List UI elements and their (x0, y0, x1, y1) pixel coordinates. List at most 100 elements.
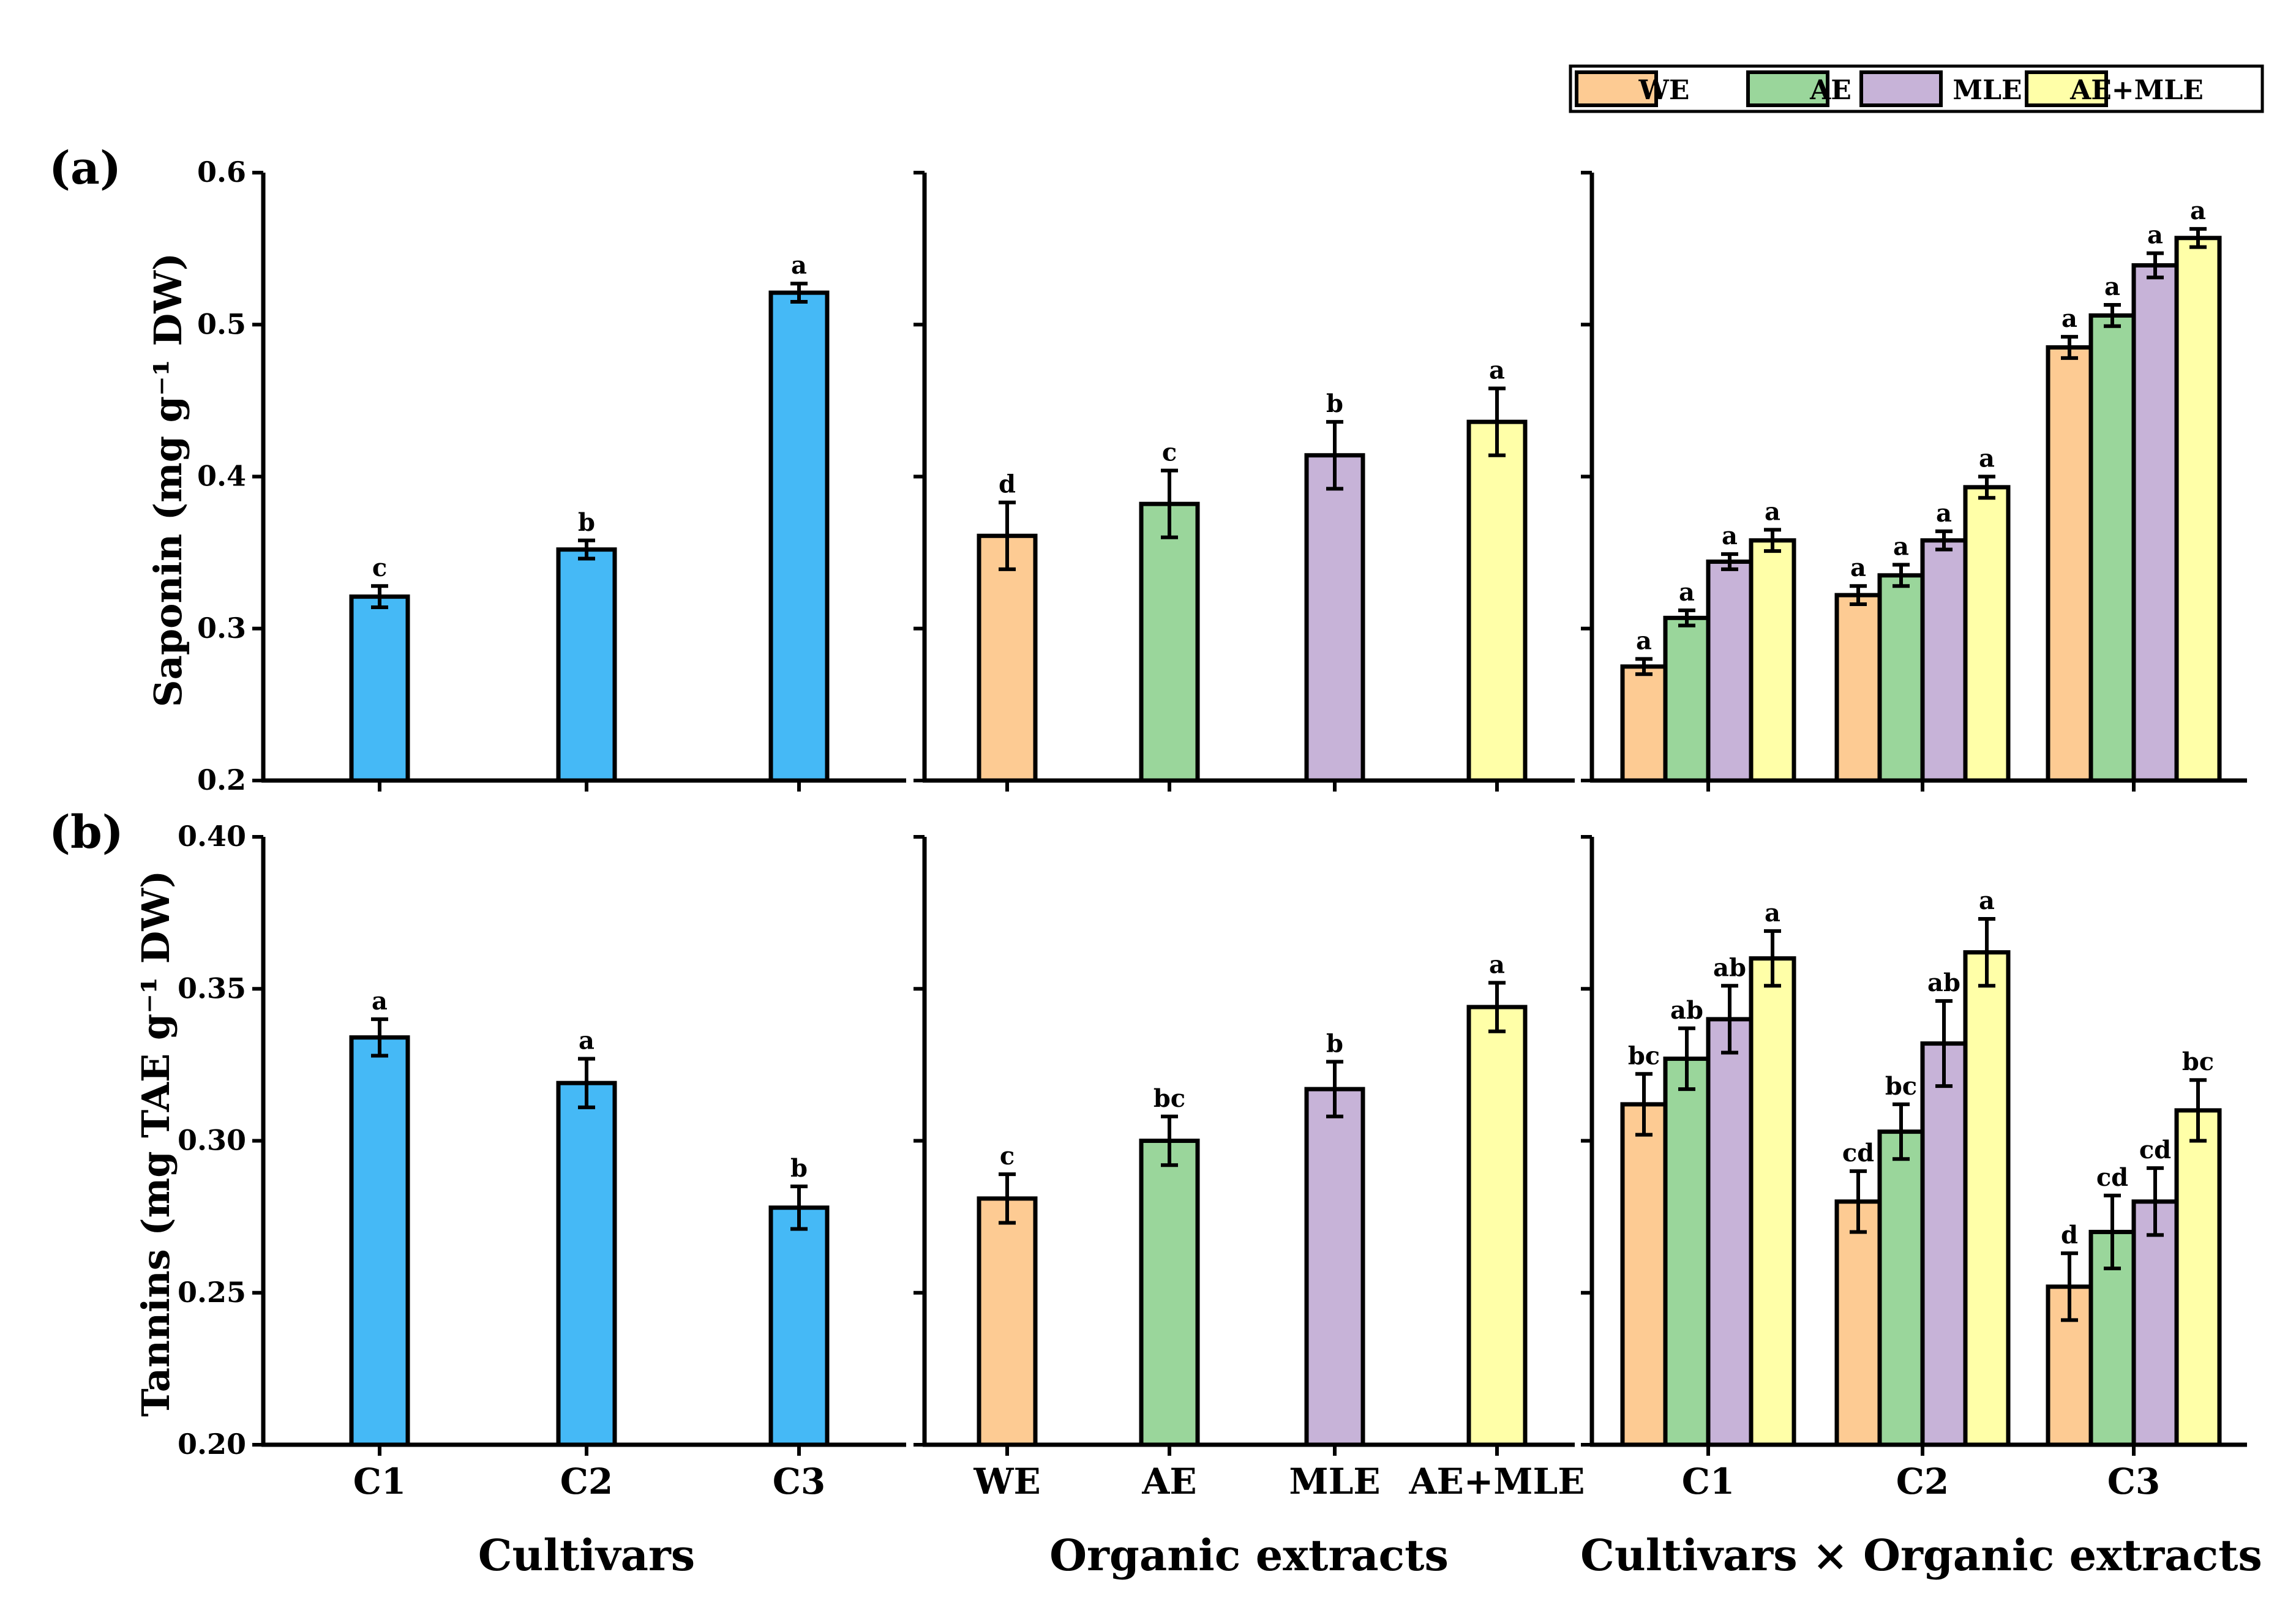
bar (1706, 1017, 1754, 1447)
y-tick-label: 0.30 (178, 1124, 246, 1157)
panel-label-b: (b) (49, 806, 124, 859)
significance-letter: a (1679, 578, 1695, 607)
legend-label-ae-mle: AE+MLE (2069, 75, 2204, 106)
bar (1749, 956, 1796, 1447)
bar (2131, 1199, 2179, 1447)
x-tick-label: MLE (1289, 1461, 1380, 1502)
bar (977, 1196, 1038, 1447)
significance-letter: cd (2096, 1163, 2128, 1192)
chart-1-0: 0.20 0.25 0.30 0.35 0.40 C1 C2 C3 a a b (178, 820, 906, 1502)
y-tick-label: 0.40 (178, 820, 246, 853)
y-tick-label: 0.4 (197, 460, 246, 493)
chart-1-1: WE AE MLE AE+MLE c bc b a (914, 835, 1585, 1502)
bar (768, 1205, 830, 1447)
y-tick-label: 0.20 (178, 1428, 246, 1461)
significance-letter: a (2062, 304, 2077, 333)
significance-letter: bc (1885, 1072, 1917, 1101)
bar (1877, 573, 1925, 783)
legend-swatch-we (1575, 70, 1658, 107)
bar (1304, 1087, 1365, 1447)
bar (349, 1035, 410, 1447)
y-axis-label-saponin: Saponin (mg g⁻¹ DW) (146, 253, 190, 707)
bar (2174, 236, 2222, 783)
significance-letter: a (1979, 444, 1995, 473)
x-tick-label: WE (973, 1461, 1040, 1502)
bar (1663, 1056, 1711, 1447)
significance-letter: c (372, 553, 387, 582)
significance-letter: a (1489, 950, 1505, 979)
significance-letter: a (579, 1026, 595, 1055)
bar (1920, 538, 1968, 783)
significance-letter: b (1326, 1029, 1343, 1058)
bar (2131, 263, 2179, 783)
group-title-cultivars-x-organic-extracts: Cultivars × Organic extracts (1580, 1530, 2262, 1581)
significance-letter: a (1765, 899, 1780, 927)
bar (1963, 950, 2011, 1447)
y-tick-label: 0.3 (197, 612, 246, 645)
significance-letter: a (1893, 532, 1909, 561)
x-tick-label: AE+MLE (1409, 1461, 1585, 1502)
legend-label-mle: MLE (1953, 75, 2022, 106)
bar (768, 290, 830, 783)
bar (1663, 615, 1711, 783)
bar (1834, 1199, 1882, 1447)
legend-label-we: WE (1638, 75, 1690, 106)
x-tick-label: C1 (1682, 1461, 1735, 1502)
bar (2088, 313, 2136, 783)
y-tick-label: 0.35 (178, 972, 246, 1005)
x-tick-label: C3 (2107, 1461, 2161, 1502)
significance-letter: cd (2139, 1136, 2171, 1164)
bar (2174, 1108, 2222, 1447)
y-tick-label: 0.5 (197, 307, 246, 340)
significance-letter: a (2147, 221, 2163, 250)
group-title-cultivars: Cultivars (478, 1530, 695, 1581)
bar (1620, 1102, 1668, 1447)
legend-swatch-ae-mle (2025, 70, 2108, 107)
legend: WE AE MLE AE+MLE (1569, 64, 2264, 113)
chart-0-1: d c b a (914, 171, 1575, 792)
significance-letter: cd (1842, 1139, 1874, 1167)
significance-letter: c (1162, 438, 1177, 467)
y-axis-label-tannins: Tannins (mg TAE g⁻¹ DW) (133, 871, 178, 1417)
significance-letter: b (790, 1154, 808, 1183)
bar (349, 594, 410, 783)
charts: 0.20.30.40.50.6cbadcbaaaaaaaaaaaaa0.200.… (178, 155, 2247, 1502)
significance-letter: bc (1628, 1041, 1660, 1070)
significance-letter: a (1979, 886, 1995, 915)
y-tick-label: 0.2 (197, 763, 246, 796)
bar (1466, 1005, 1528, 1447)
bar (1304, 453, 1365, 783)
significance-letter: ab (1927, 968, 1960, 997)
bar (1749, 538, 1796, 783)
significance-letter: ab (1670, 996, 1703, 1025)
bar (1920, 1041, 1968, 1447)
x-tick-label: C1 (353, 1461, 407, 1502)
significance-letter: a (791, 251, 807, 280)
bar (1963, 485, 2011, 783)
significance-letter: a (2104, 272, 2120, 301)
bar (556, 547, 617, 783)
significance-letter: c (1000, 1142, 1015, 1170)
bar (556, 1080, 617, 1447)
x-tick-label: C2 (1896, 1461, 1949, 1502)
significance-letter: a (1489, 356, 1505, 385)
y-tick-label: 0.25 (178, 1276, 246, 1309)
panel-label-a: (a) (49, 142, 121, 195)
legend-swatch-mle (1859, 70, 1943, 107)
significance-letter: bc (1154, 1084, 1185, 1113)
bar (1834, 593, 1882, 783)
bar (1706, 560, 1754, 783)
chart-0-0: 0.2 0.3 0.4 0.5 0.6 c b a (197, 155, 906, 796)
significance-letter: a (1850, 553, 1866, 582)
group-title-organic-extracts: Organic extracts (1049, 1530, 1449, 1581)
significance-letter: a (372, 987, 388, 1016)
significance-letter: d (999, 470, 1016, 499)
significance-letter: a (1636, 626, 1652, 655)
x-tick-label: AE (1141, 1461, 1196, 1502)
x-tick-label: C3 (773, 1461, 826, 1502)
bar (2046, 345, 2093, 783)
significance-letter: d (2061, 1221, 2078, 1249)
